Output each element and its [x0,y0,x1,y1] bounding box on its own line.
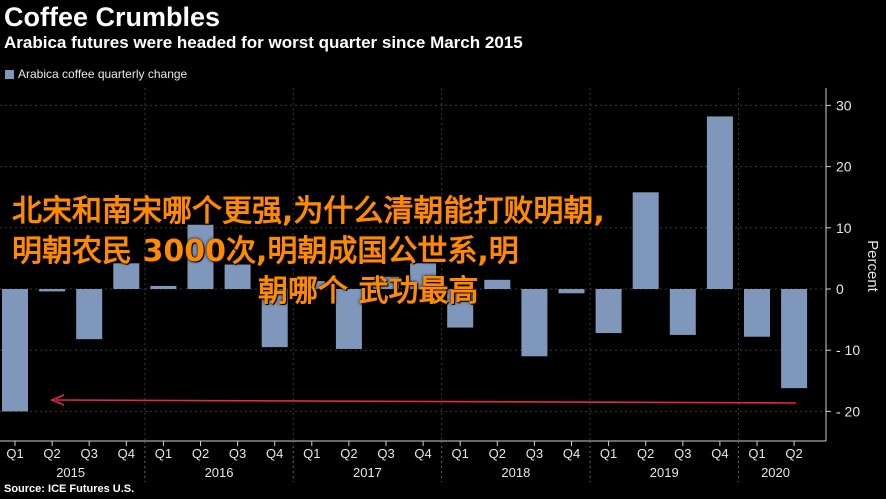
overlay-text: 北宋和南宋哪个更强,为什么清朝能打败明朝, 明朝农民 3000次,明朝成国公世系… [12,192,842,312]
x-tick-label: Q4 [266,446,283,461]
x-tick-label: Q3 [674,446,691,461]
x-tick-label: Q1 [452,446,469,461]
x-tick-label: Q1 [600,446,617,461]
chart-legend: Arabica coffee quarterly change [5,67,187,81]
x-tick-label: Q1 [303,446,320,461]
bar [113,263,140,289]
bar [150,285,177,289]
legend-label: Arabica coffee quarterly change [18,67,188,81]
bar [76,289,103,340]
x-tick-label: Q4 [414,446,431,461]
bar [39,289,66,292]
annotation-arrow-head [49,394,65,406]
year-label: 2017 [353,465,382,480]
bar [669,289,696,335]
overlay-line-3: 朝哪个 武功最高 [258,274,479,309]
chart-title: Coffee Crumbles [4,2,221,32]
y-tick-label: 10 [836,220,852,236]
bar [632,192,659,289]
year-label: 2020 [761,465,790,480]
x-tick-label: Q3 [81,446,98,461]
bar [335,289,362,349]
bar [2,289,28,412]
year-label: 2015 [56,465,85,480]
x-tick-label: Q4 [563,446,580,461]
bar [706,116,733,289]
bar [558,289,585,294]
bar [484,279,511,289]
y-tick-label: - 10 [836,342,860,358]
bar [744,289,770,337]
x-tick-label: Q2 [192,446,209,461]
x-tick-label: Q2 [489,446,506,461]
bar [261,289,288,348]
x-tick-label: Q4 [711,446,728,461]
x-tick-label: Q1 [748,446,765,461]
x-tick-label: Q2 [637,446,654,461]
bar [781,289,808,389]
year-label: 2018 [501,465,530,480]
annotation-arrow-line [55,399,797,404]
axes: 30 20 10 0 - 10 - 20 Percent Q1 Q2 Q3 Q4 Q1 Q2 Q3 Q4 Q1… [0,88,881,482]
overlay-line-2: 明朝农民 3000次,明朝成国公世系,明 [12,234,519,269]
overlay-line-1: 北宋和南宋哪个更强,为什么清朝能打败明朝, [12,194,605,229]
annotations [49,394,797,406]
x-tick-label: Q4 [118,446,135,461]
x-tick-label: Q2 [340,446,357,461]
legend-swatch [5,69,14,79]
source-note: Source: ICE Futures U.S. [4,483,135,495]
bar [410,263,437,289]
bar [373,276,399,289]
x-tick-label: Q3 [526,446,543,461]
y-tick-label: 30 [836,97,852,113]
x-tick-label: Q2 [785,446,802,461]
bar [521,289,548,357]
y-tick-label: 0 [836,281,844,297]
bar [595,289,622,334]
x-tick-label: Q3 [229,446,246,461]
bar [224,264,251,289]
bar [187,224,214,289]
chart-subtitle: Arabica futures were headed for worst qu… [4,33,523,52]
x-tick-label: Q2 [43,446,60,461]
x-tick-label: Q3 [377,446,394,461]
grid-lines [0,88,826,441]
y-axis-label: Percent [864,240,881,293]
x-tick-label: Q1 [155,446,172,461]
x-tick-label: Q1 [6,446,23,461]
y-tick-label: - 20 [836,403,860,419]
bars [2,116,808,412]
year-label: 2016 [205,465,234,480]
y-tick-label: 20 [836,159,852,175]
bar [447,289,474,328]
bar [298,281,325,289]
year-label: 2019 [650,465,679,480]
